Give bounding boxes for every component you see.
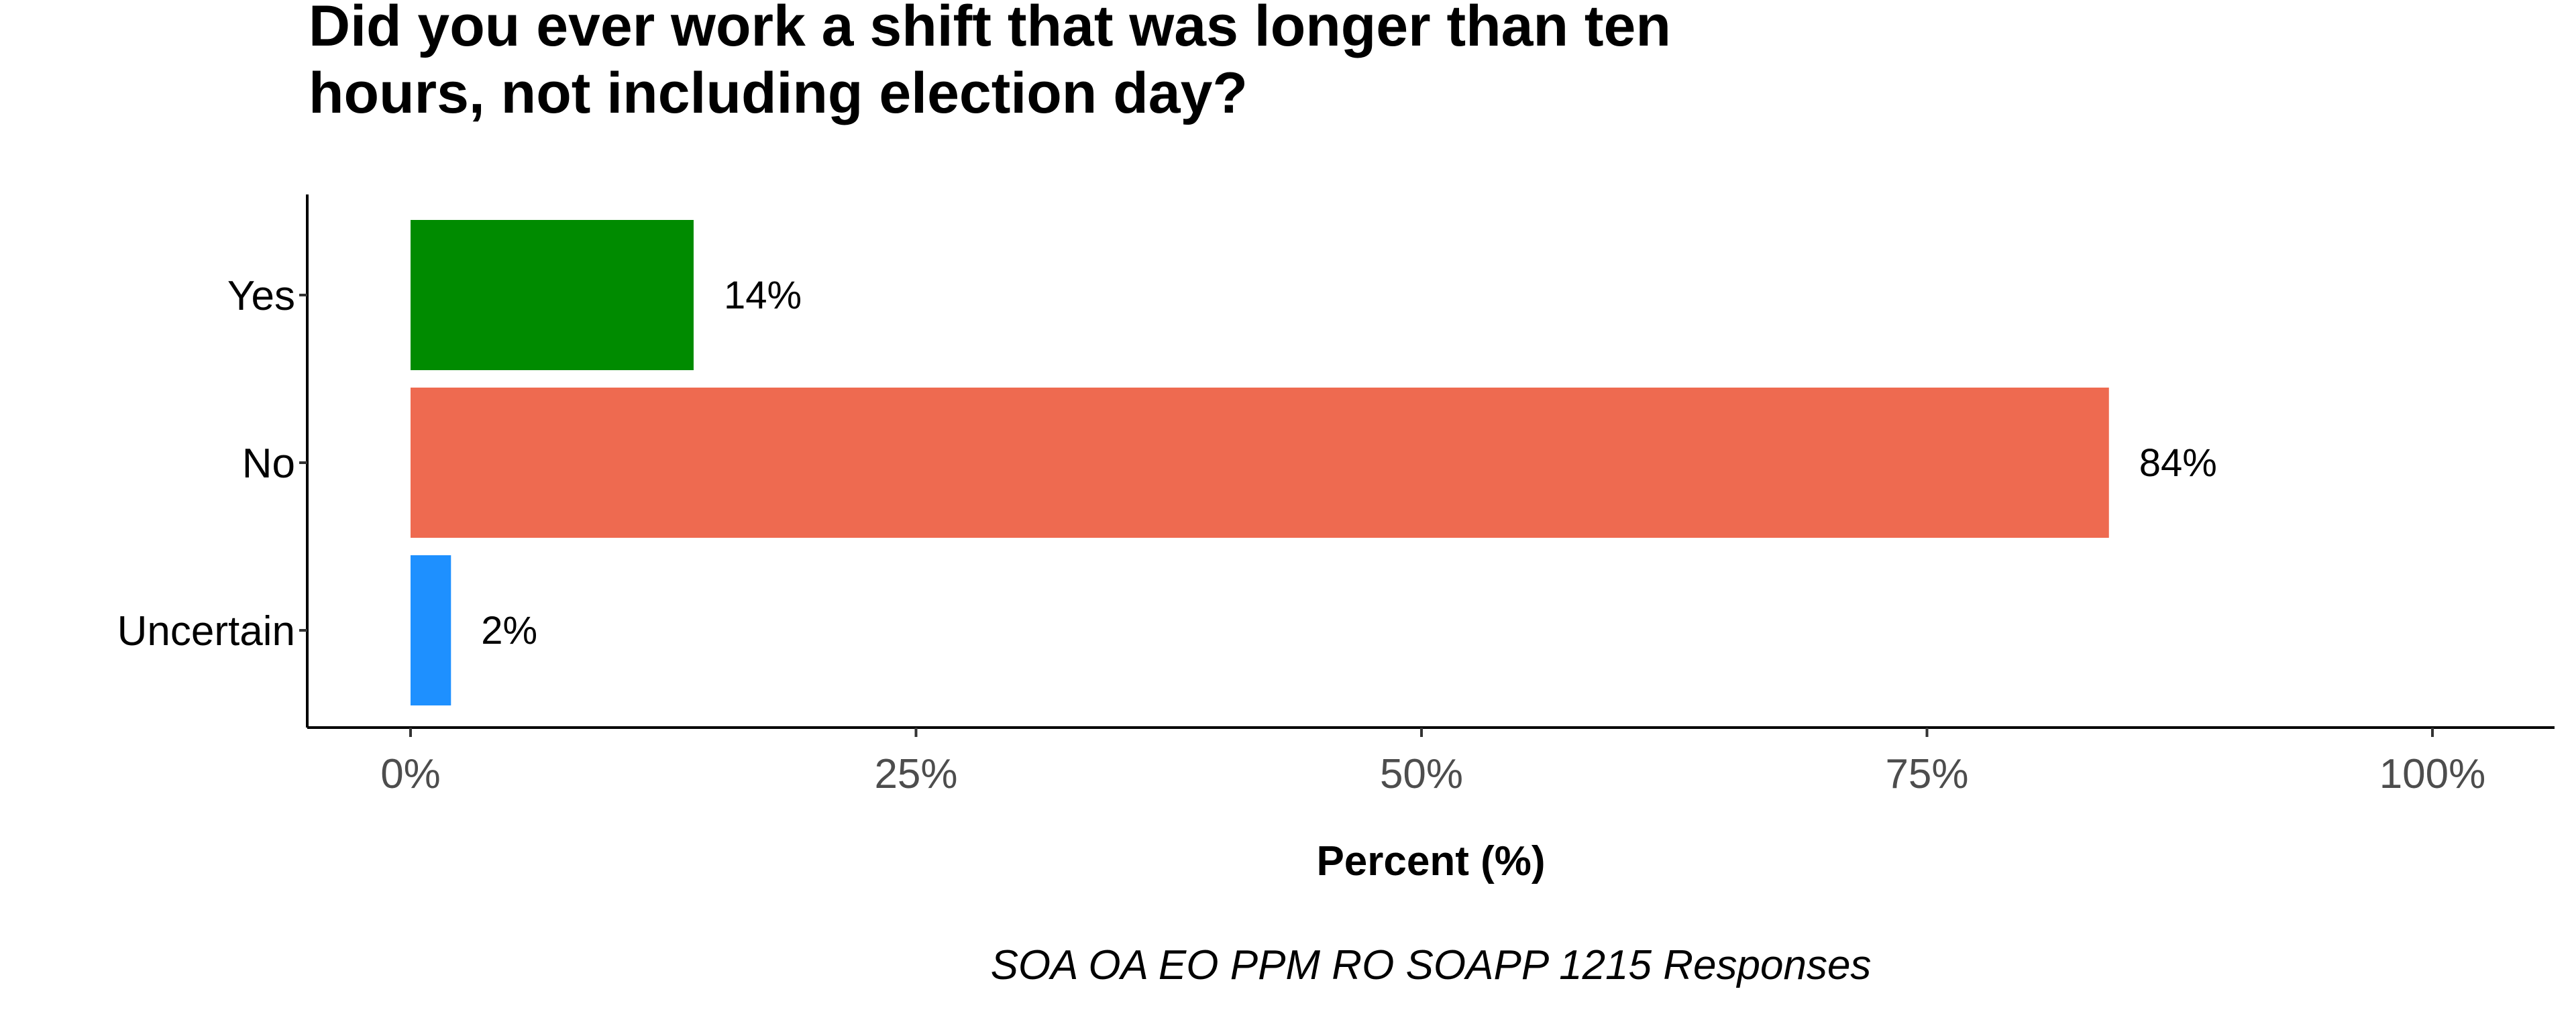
category-label-uncertain: Uncertain [117, 608, 295, 654]
x-tick-label-25: 25% [874, 751, 957, 797]
x-tick-label-0: 0% [380, 751, 441, 797]
axes [306, 194, 2555, 729]
category-label-no: No [242, 441, 295, 487]
bar-no [411, 388, 2109, 538]
x-axis-ticks: 0% 25% 50% 75% 100% [380, 728, 2485, 797]
chart-title-line-1: Did you ever work a shift that was longe… [309, 0, 1671, 58]
data-label-no: 84% [2139, 441, 2217, 485]
category-axis: Yes No Uncertain [117, 273, 307, 654]
x-tick-label-50: 50% [1380, 751, 1463, 797]
bar-yes [411, 220, 694, 370]
chart-caption: SOA OA EO PPM RO SOAPP 1215 Responses [991, 942, 1872, 988]
chart-title: Did you ever work a shift that was longe… [309, 0, 1671, 125]
x-tick-label-100: 100% [2379, 751, 2486, 797]
bar-uncertain [411, 555, 451, 705]
data-label-yes: 14% [724, 274, 802, 317]
x-axis-title: Percent (%) [1316, 838, 1545, 884]
data-labels: 14% 84% 2% [481, 274, 2217, 652]
chart-title-line-2: hours, not including election day? [309, 61, 1248, 125]
category-label-yes: Yes [227, 273, 295, 319]
x-tick-label-75: 75% [1885, 751, 1968, 797]
bars [411, 220, 2109, 705]
data-label-uncertain: 2% [481, 609, 537, 652]
